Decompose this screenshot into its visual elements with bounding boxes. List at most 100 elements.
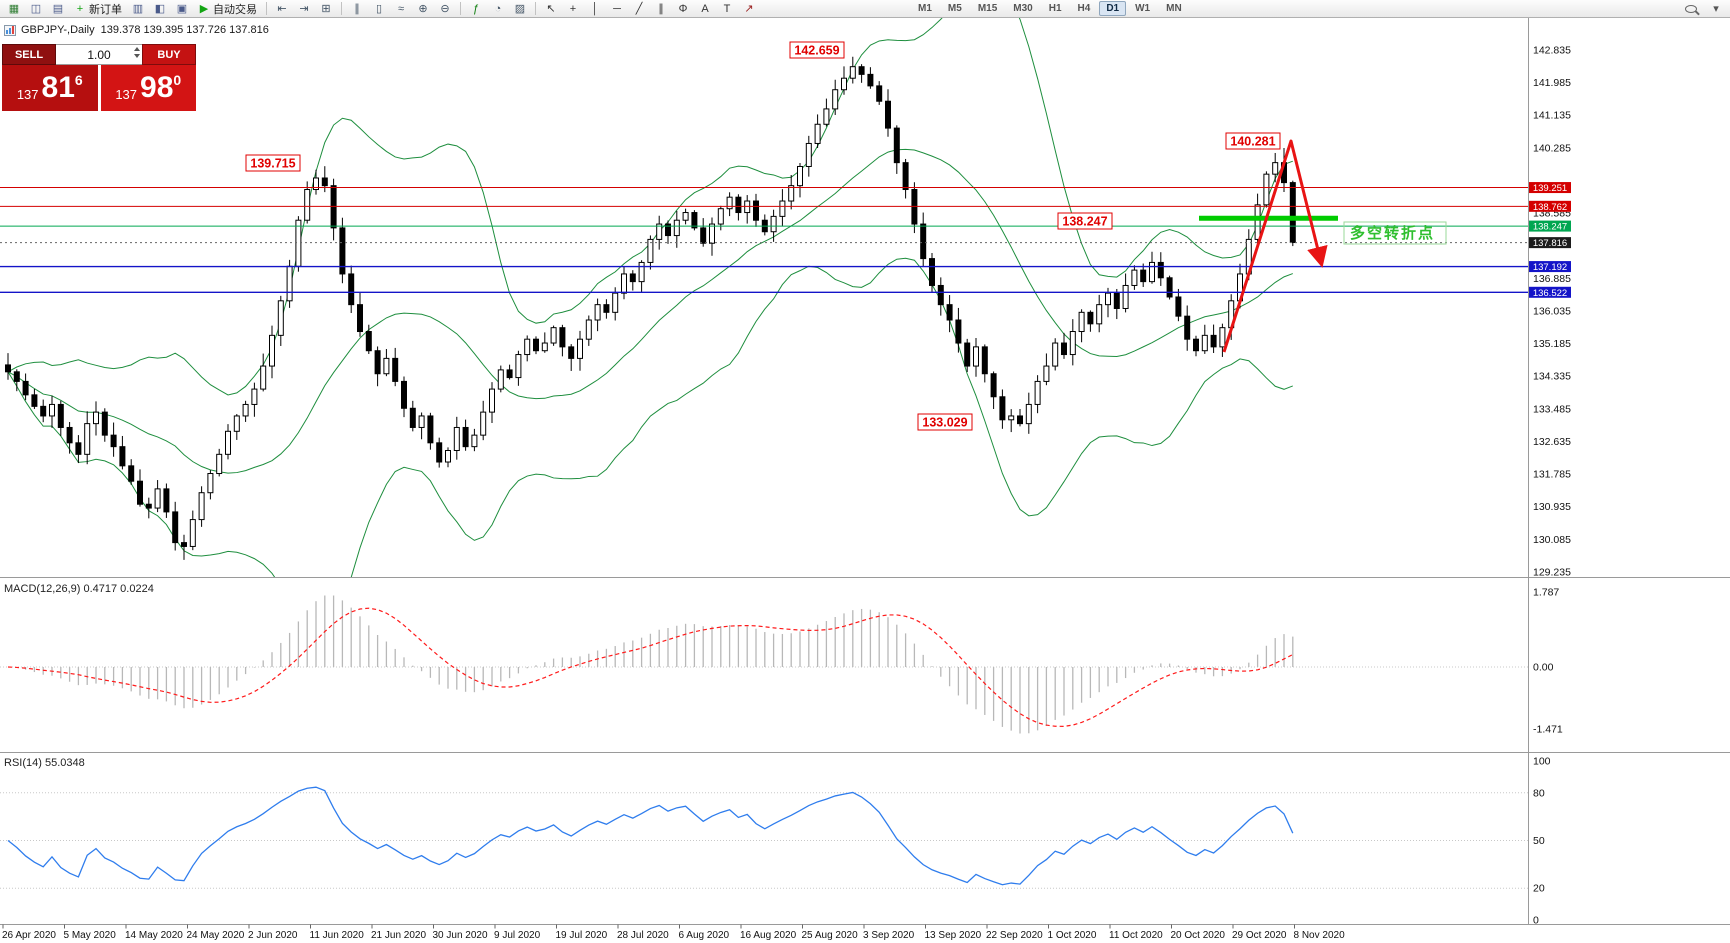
text-icon: A	[701, 2, 709, 15]
new-order-button: +	[76, 2, 84, 15]
sell-button[interactable]: SELL	[2, 44, 56, 65]
auto-scroll-icon[interactable]: ⇥	[294, 1, 314, 17]
indicators-icon[interactable]: ƒ	[466, 1, 486, 17]
timeframe-h1-button[interactable]: H1	[1048, 3, 1062, 14]
date-axis-label: 24 May 2020	[187, 930, 245, 941]
equidistant-channel-icon[interactable]: ∥	[651, 1, 671, 17]
tile-windows-icon: ⊞	[321, 2, 331, 15]
equidistant-channel-icon: ∥	[658, 2, 664, 15]
new-order-button[interactable]: + 新订单	[70, 1, 126, 17]
zoom-out-icon[interactable]: ⊖	[435, 1, 455, 17]
price-axis-label: 130.935	[1533, 501, 1571, 513]
timeframe-m15-button[interactable]: M15	[977, 3, 998, 14]
price-annotation-142.659[interactable]: 142.659	[789, 41, 845, 59]
fibonacci-icon[interactable]: Φ	[673, 1, 693, 17]
tile-windows-icon[interactable]: ⊞	[316, 1, 336, 17]
price-axis-label: 130.085	[1533, 534, 1571, 546]
symbol-info: GBPJPY-,Daily 139.378 139.395 137.726 13…	[4, 24, 269, 36]
rsi-scale-label: 20	[1533, 883, 1545, 895]
auto-trading-button[interactable]: ▶ 自动交易	[194, 1, 261, 17]
timeframe-m5-button[interactable]: M5	[947, 3, 962, 14]
trendline-icon[interactable]: ╱	[629, 1, 649, 17]
buy-price-sup: 0	[173, 72, 182, 88]
date-axis-label: 29 Oct 2020	[1232, 930, 1287, 941]
toolbar-separator	[341, 2, 342, 15]
zoom-in-icon[interactable]: ⊕	[413, 1, 433, 17]
vertical-line-icon[interactable]: │	[585, 1, 605, 17]
zoom-in-icon: ⊕	[418, 2, 428, 15]
price-annotation-140.281[interactable]: 140.281	[1225, 132, 1281, 150]
date-axis-label: 13 Sep 2020	[925, 930, 982, 941]
symbol-ohlc-text: GBPJPY-,Daily 139.378 139.395 137.726 13…	[21, 24, 269, 36]
timeframe-mn-button[interactable]: MN	[1166, 3, 1182, 14]
text-label-icon[interactable]: T	[717, 1, 737, 17]
svg-text:133.029: 133.029	[922, 416, 967, 430]
text-icon[interactable]: A	[695, 1, 715, 17]
price-axis-label: 134.335	[1533, 371, 1571, 383]
vertical-line-icon: │	[591, 2, 599, 15]
fibonacci-icon: Φ	[678, 2, 688, 15]
rsi-scale-label: 80	[1533, 787, 1545, 799]
buy-price[interactable]: 137 98 0	[100, 65, 196, 111]
horizontal-line-icon[interactable]: ─	[607, 1, 627, 17]
navigator-icon[interactable]: ◧	[150, 1, 170, 17]
rsi-scale-label: 0	[1533, 915, 1539, 927]
date-axis-label: 5 May 2020	[64, 930, 117, 941]
chart-shift-icon[interactable]: ⇤	[272, 1, 292, 17]
buy-button[interactable]: BUY	[142, 44, 196, 65]
data-window-icon[interactable]: ▥	[128, 1, 148, 17]
text-label-icon: T	[723, 2, 731, 15]
templates-icon[interactable]: ▨	[510, 1, 530, 17]
one-click-trading-panel: SELL 1.00 BUY 137 81 6 137 98 0	[2, 44, 196, 111]
date-axis-label: 28 Jul 2020	[617, 930, 669, 941]
cursor-icon: ↖	[546, 2, 556, 15]
bars-chart-icon[interactable]: ∥	[347, 1, 367, 17]
auto-trading-button: ▶	[199, 2, 209, 15]
price-tag-138.762: 138.762	[1529, 200, 1571, 213]
svg-text:142.659: 142.659	[794, 44, 839, 58]
timeframe-w1-button[interactable]: W1	[1135, 3, 1151, 14]
zoom-out-icon: ⊖	[440, 2, 450, 15]
date-axis-label: 30 Jun 2020	[433, 930, 488, 941]
price-annotation-133.029[interactable]: 133.029	[917, 413, 973, 431]
volume-spinner[interactable]	[134, 47, 140, 58]
timeframe-d1-button[interactable]: D1	[1099, 1, 1127, 16]
arrows-tool-icon[interactable]: ↗	[739, 1, 759, 17]
svg-text:138.247: 138.247	[1533, 222, 1567, 233]
candlestick-chart-icon: ▯	[375, 2, 383, 15]
trend-arrow[interactable]	[1222, 139, 1328, 353]
navigator-icon: ◧	[154, 2, 166, 15]
timeframe-m30-button[interactable]: M30	[1013, 3, 1033, 14]
volume-field[interactable]: 1.00	[56, 44, 142, 65]
buy-price-big: 98	[140, 71, 174, 104]
main-toolbar: ▦ ◫ ▤ + 新订单 ▥ ◧ ▣ ▶ 自动交易 ⇤ ⇥ ⊞ ∥ ▯ ≈ ⊕ ⊖ ƒ ◔ ▨ ↖ + │ ─ ╱ ∥ Φ A T ↗ M1 M5…	[0, 0, 1730, 18]
sell-price[interactable]: 137 81 6	[2, 65, 98, 111]
market-watch-icon: ▤	[52, 2, 64, 15]
terminal-icon[interactable]: ▣	[172, 1, 192, 17]
price-annotation-139.715[interactable]: 139.715	[245, 154, 301, 172]
new-chart-icon[interactable]: ▦	[4, 1, 24, 17]
price-annotation-138.247[interactable]: 138.247	[1057, 212, 1113, 230]
market-watch-icon[interactable]: ▤	[48, 1, 68, 17]
profiles-icon[interactable]: ◫	[26, 1, 46, 17]
svg-text:140.281: 140.281	[1230, 135, 1275, 149]
expand-icon[interactable]: ▾	[1706, 1, 1726, 17]
line-chart-icon: ≈	[397, 2, 405, 15]
line-chart-icon[interactable]: ≈	[391, 1, 411, 17]
date-axis-label: 25 Aug 2020	[802, 930, 859, 941]
terminal-icon: ▣	[176, 2, 188, 15]
timeframe-m1-button[interactable]: M1	[918, 3, 932, 14]
toolbar-items: ▦ ◫ ▤ + 新订单 ▥ ◧ ▣ ▶ 自动交易 ⇤ ⇥ ⊞ ∥ ▯ ≈ ⊕ ⊖ ƒ ◔ ▨ ↖ + │ ─ ╱ ∥ Φ A T ↗ M1 M5…	[3, 0, 1727, 17]
crosshair-icon[interactable]: +	[563, 1, 583, 17]
date-axis-label: 21 Jun 2020	[371, 930, 426, 941]
candlestick-chart-icon[interactable]: ▯	[369, 1, 389, 17]
price-axis-label: 129.235	[1533, 566, 1571, 578]
periods-icon[interactable]: ◔	[488, 1, 508, 17]
search-icon[interactable]	[1680, 1, 1704, 17]
note-annotation[interactable]: 多空转折点	[1343, 221, 1447, 245]
cursor-icon[interactable]: ↖	[541, 1, 561, 17]
price-tag-137.192: 137.192	[1529, 261, 1571, 273]
date-axis-label: 14 May 2020	[125, 930, 183, 941]
timeframe-h4-button[interactable]: H4	[1077, 3, 1091, 14]
